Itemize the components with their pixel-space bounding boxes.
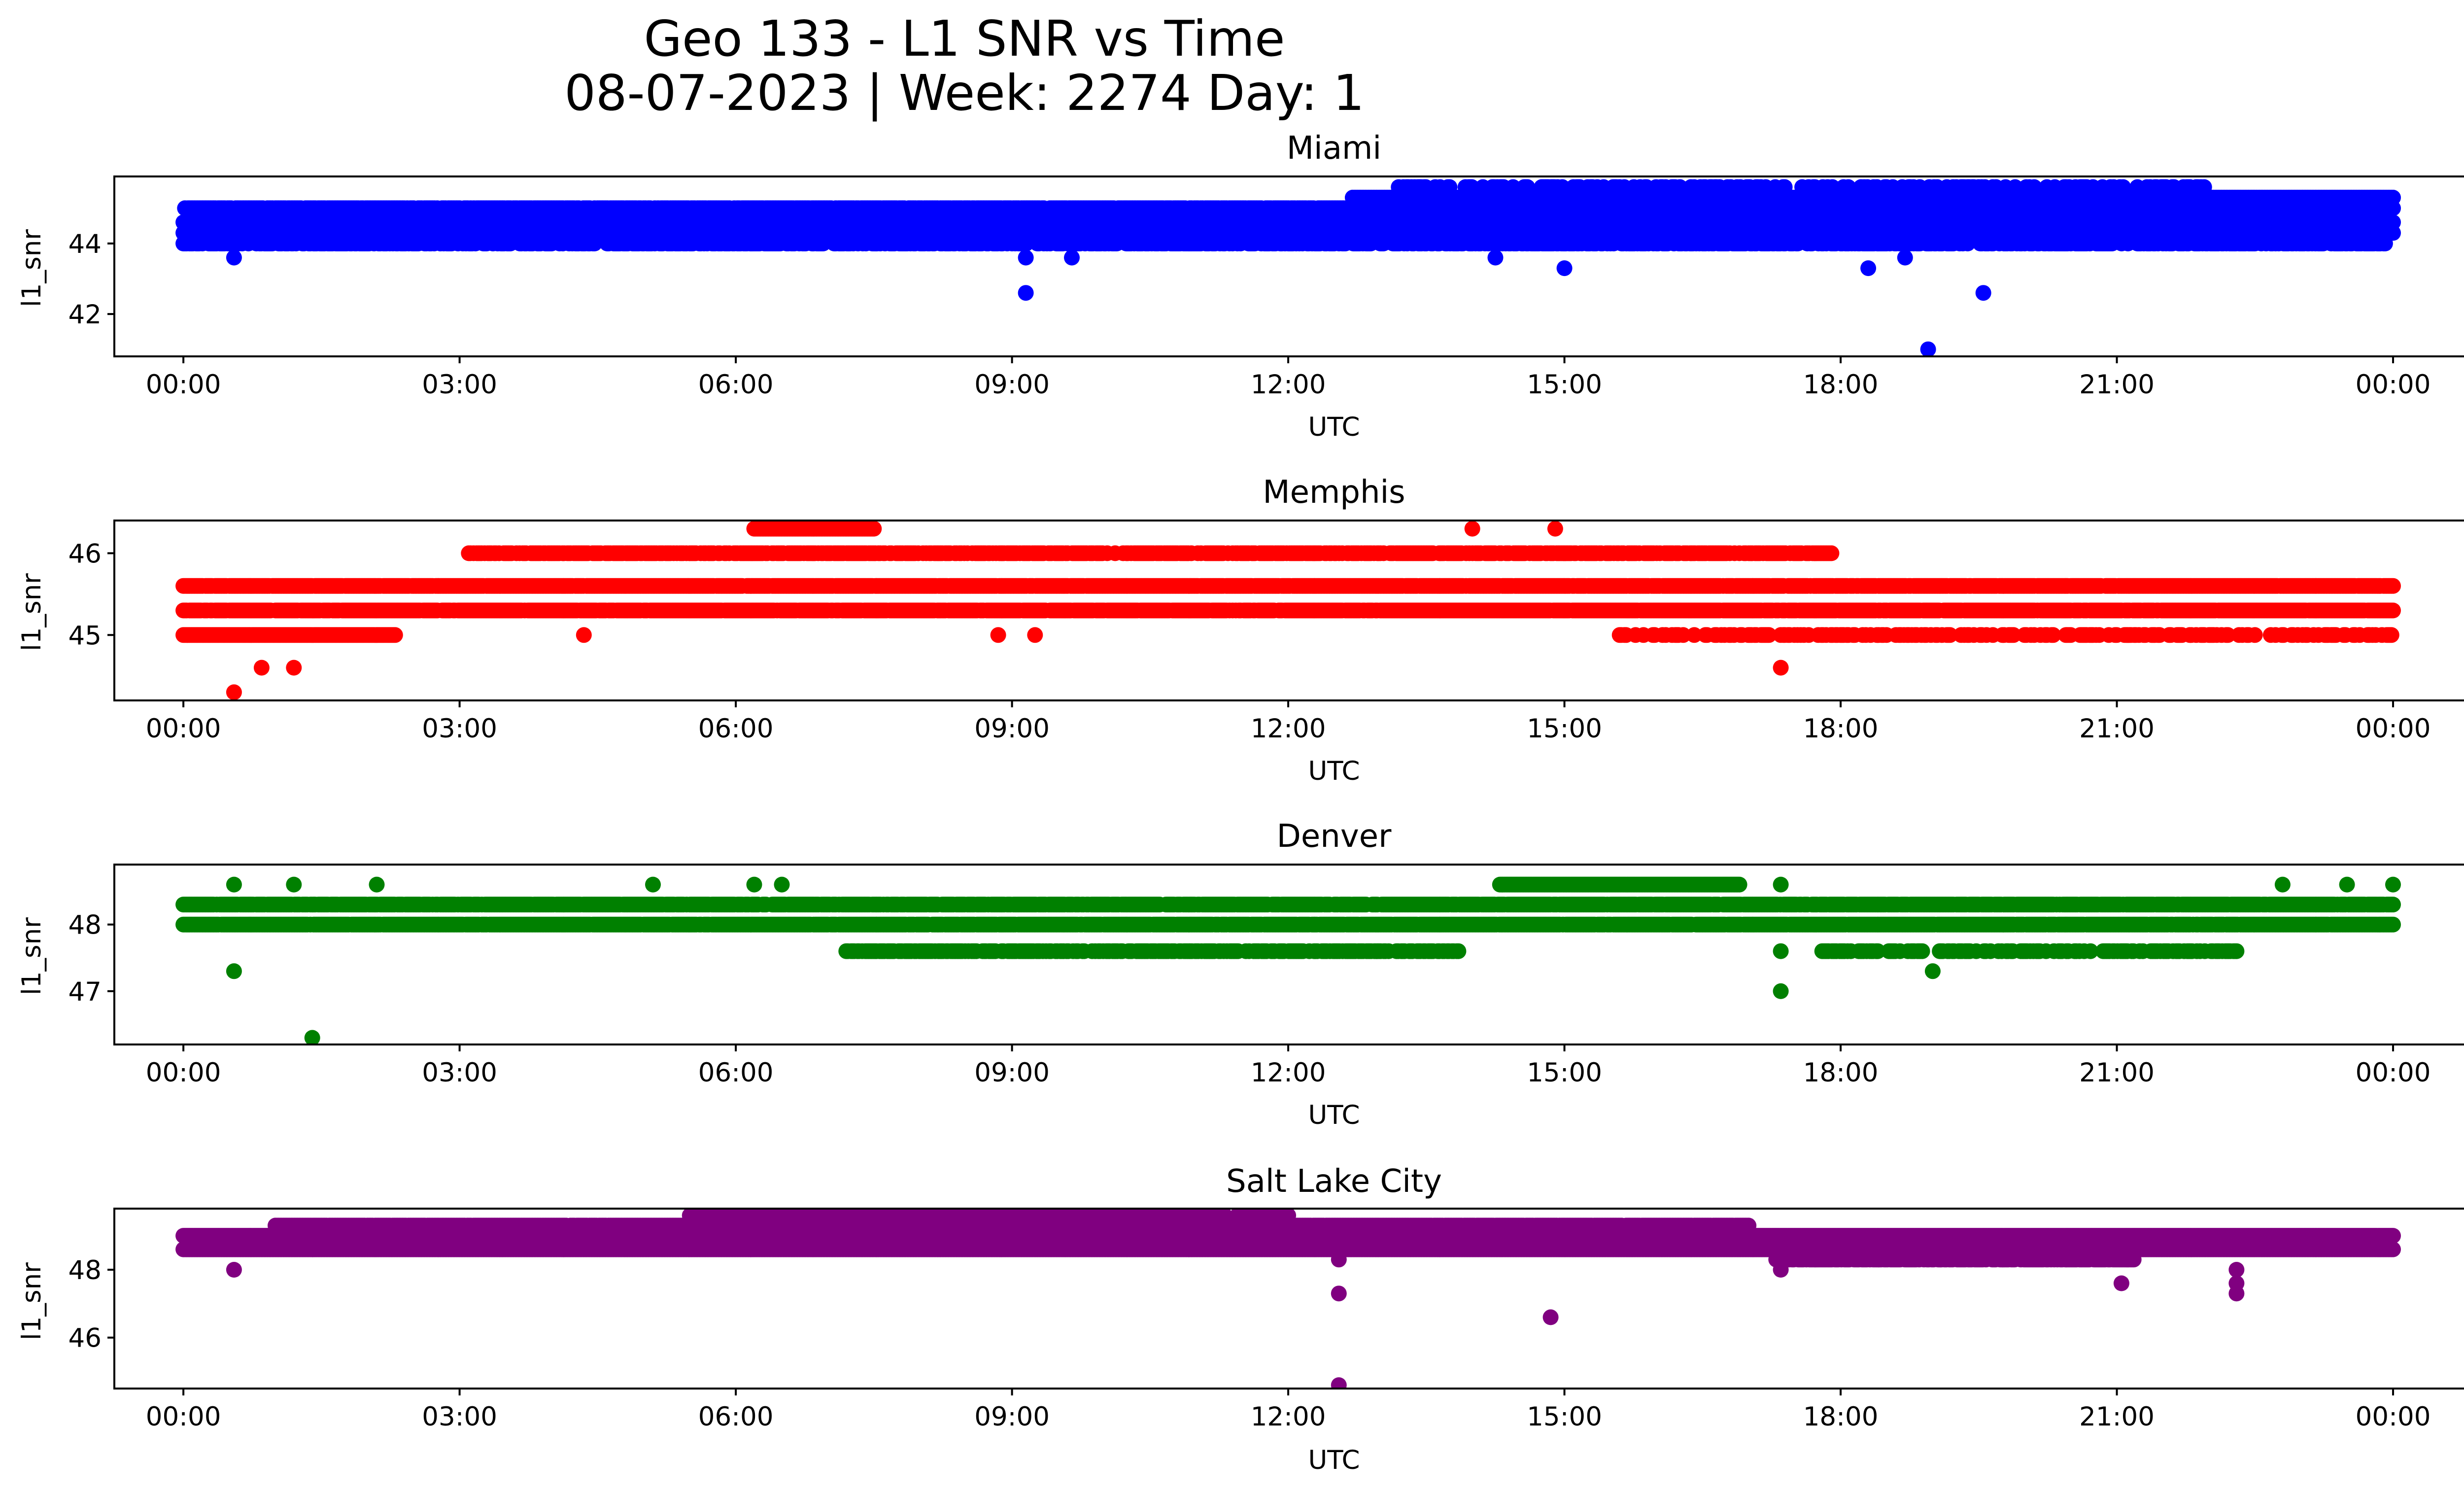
data-points (175, 179, 2401, 356)
figure-title-line-1: Geo 133 - L1 SNR vs Time (644, 10, 1285, 68)
figure-title-line-2: 08-07-2023 | Week: 2274 Day: 1 (564, 64, 1364, 122)
plot-area: 00:00 03:00 06:00 09:00 12:00 15:00 18:00 21:00… (68, 175, 2464, 400)
subplot-miami: Miami 00:00 03:00 06:00 09:00 12:00 15:00 18:0… (17, 130, 2464, 442)
data-point (2385, 214, 2401, 230)
subplot-title: Miami (1287, 130, 1381, 167)
